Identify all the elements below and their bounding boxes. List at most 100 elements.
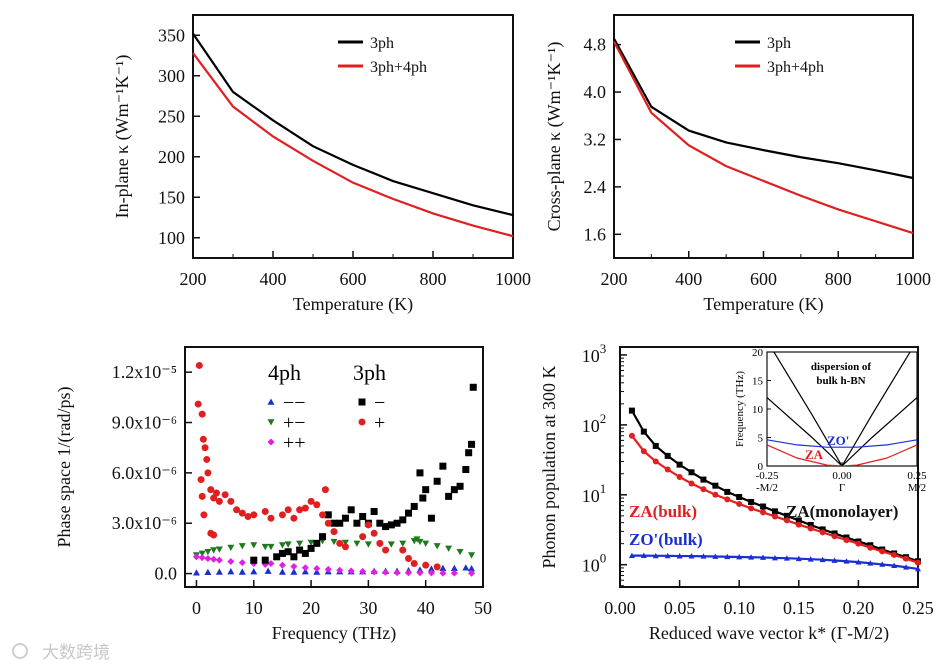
- data-point: [688, 553, 695, 559]
- data-point: [359, 533, 367, 541]
- inset-branch: [767, 397, 917, 466]
- y-tick-label: 102: [582, 411, 607, 436]
- data-point: [450, 564, 458, 572]
- data-point: [198, 410, 206, 418]
- data-point: [359, 513, 367, 521]
- data-point: [261, 556, 269, 564]
- data-point: [664, 466, 671, 473]
- data-point: [278, 549, 286, 557]
- data-point: [468, 552, 476, 559]
- data-point: [387, 521, 395, 529]
- y-tick-label: 3.0x10⁻⁶: [112, 513, 177, 533]
- legend-label: 3ph: [370, 35, 394, 52]
- data-point: [462, 564, 470, 571]
- data-point: [450, 486, 458, 494]
- data-point: [469, 383, 477, 391]
- data-point: [879, 548, 886, 555]
- data-point: [416, 569, 424, 577]
- x-tick-label: 600: [750, 269, 777, 289]
- data-point: [215, 497, 223, 505]
- data-point: [227, 544, 235, 552]
- data-point: [330, 528, 338, 536]
- data-point: [640, 428, 647, 435]
- y-tick-label: 6.0x10⁻⁶: [112, 463, 177, 483]
- data-point: [215, 556, 223, 564]
- data-point: [261, 543, 269, 551]
- data-point: [640, 448, 647, 455]
- panel-c: 0 10 20 30 40 50 0.0 3.0x10⁻⁶ 6.0x10⁻⁶ 9.0x10⁻⁶ 1.…: [54, 346, 492, 644]
- data-point: [427, 569, 435, 577]
- data-point: [307, 539, 315, 547]
- data-point: [771, 513, 778, 520]
- data-point: [278, 568, 286, 575]
- data-point: [676, 461, 683, 468]
- y-axis-label: Phonon population at 300 K: [539, 366, 559, 569]
- y-tick-exponent: 3: [600, 341, 607, 356]
- data-point: [712, 553, 719, 559]
- data-point: [891, 551, 898, 558]
- data-point: [700, 476, 707, 483]
- y-tick-label: 9.0x10⁻⁶: [112, 413, 177, 433]
- data-point: [468, 569, 476, 577]
- data-point: [192, 553, 200, 561]
- data-point: [353, 540, 361, 547]
- inset-x-tick-label: 0.00: [832, 470, 852, 482]
- data-point: [336, 519, 344, 527]
- data-point: [278, 561, 286, 569]
- data-point: [700, 486, 707, 493]
- data-point: [221, 491, 229, 499]
- data-point: [364, 541, 372, 548]
- data-point: [843, 537, 850, 544]
- data-point: [238, 509, 246, 517]
- data-point: [903, 555, 910, 562]
- data-point: [891, 562, 898, 569]
- watermark-logo-icon: [12, 643, 28, 659]
- y-tick-label: 4.8: [584, 35, 607, 55]
- data-point: [736, 500, 743, 507]
- data-point: [664, 452, 671, 459]
- data-point: [468, 440, 476, 448]
- x-tick-label: 800: [420, 269, 447, 289]
- data-point: [867, 560, 874, 566]
- inset-x-tick-label: 0.25: [907, 470, 927, 482]
- data-point: [468, 565, 476, 572]
- data-point: [250, 511, 258, 519]
- data-point: [771, 554, 778, 561]
- series-line-3ph: [192, 33, 514, 217]
- inset-dispersion: 0 5 10 15 20 -0.25-M/2 0.00Γ 0.25M/2 Frequency (…: [734, 347, 927, 494]
- plot-frame: [619, 346, 919, 588]
- data-point: [238, 543, 246, 550]
- data-point: [284, 506, 292, 514]
- data-point: [296, 540, 304, 547]
- y-tick-label: 101: [582, 481, 607, 506]
- y-tick-label: 200: [158, 147, 185, 167]
- plot-frame: [613, 14, 914, 259]
- x-tick-label: 0.00: [604, 598, 636, 618]
- data-point: [215, 568, 223, 575]
- data-point: [199, 435, 207, 443]
- data-point: [296, 546, 304, 554]
- data-point: [321, 486, 329, 494]
- data-point: [290, 514, 298, 522]
- data-point: [290, 553, 298, 561]
- data-point: [640, 552, 647, 559]
- inset-label-za: ZA: [805, 447, 824, 462]
- legend-label: +: [374, 412, 385, 434]
- data-point: [261, 507, 269, 515]
- data-point: [410, 560, 418, 568]
- data-point: [210, 555, 218, 563]
- x-tick-label: 0.15: [783, 598, 815, 618]
- legend-label: −: [374, 392, 385, 414]
- inset-title: bulk h-BN: [816, 375, 865, 387]
- data-point: [250, 542, 258, 549]
- x-tick-label: 400: [260, 269, 287, 289]
- y-axis-label: Cross-plane κ (Wm⁻¹K⁻¹): [544, 42, 565, 232]
- data-point: [416, 538, 424, 546]
- y-tick-label: 100: [582, 551, 607, 576]
- x-tick-label: 50: [474, 598, 492, 618]
- data-point: [736, 553, 743, 560]
- data-point: [336, 566, 344, 574]
- x-tick-label: 800: [825, 269, 852, 289]
- data-point: [359, 568, 367, 576]
- inset-branch: [767, 444, 917, 466]
